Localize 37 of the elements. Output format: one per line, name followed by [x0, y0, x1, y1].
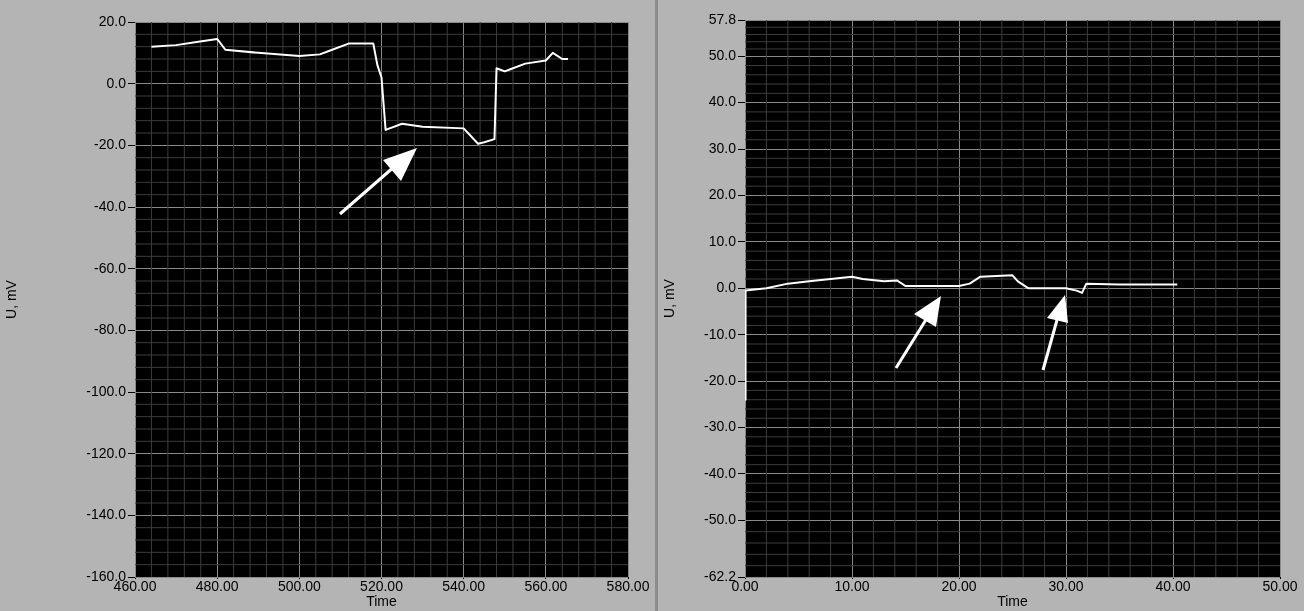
y-tick-label: 20.0	[708, 186, 737, 203]
x-tick-label: 480.00	[195, 578, 239, 595]
y-tick-label: -40.0	[94, 197, 127, 214]
x-tick-label: 20.00	[941, 578, 977, 595]
x-tick-label: 560.00	[524, 578, 568, 595]
y-tick-label: -140.0	[86, 506, 127, 523]
x-tick-label: 0.00	[731, 578, 759, 595]
y-tick-label: -60.0	[94, 259, 127, 276]
x-tick-label: 50.00	[1262, 578, 1298, 595]
x-tick-label: 30.00	[1048, 578, 1084, 595]
y-tick-label: -10.0	[704, 325, 737, 342]
y-tick-label: -100.0	[86, 382, 127, 399]
x-tick-label: 540.00	[442, 578, 486, 595]
y-tick-label: 50.0	[708, 47, 737, 64]
y-tick-label: -50.0	[704, 511, 737, 528]
y-tick-label: 40.0	[708, 93, 737, 110]
y-tick-label: 0.0	[716, 279, 737, 296]
y-tick-label: 0.0	[106, 74, 127, 91]
y-tick-label: -120.0	[86, 444, 127, 461]
y-tick-label: 10.0	[708, 232, 737, 249]
x-tick-label: 40.00	[1155, 578, 1191, 595]
x-tick-label: 520.00	[360, 578, 404, 595]
y-tick-label: 30.0	[708, 139, 737, 156]
y-axis-title: U, mV	[661, 278, 678, 318]
y-tick-label: -30.0	[704, 418, 737, 435]
y-tick-label: -40.0	[704, 464, 737, 481]
y-axis-title: U, mV	[3, 279, 20, 319]
y-tick-label: 57.8	[708, 10, 737, 27]
x-axis-title: Time	[366, 593, 398, 610]
y-tick-label: -80.0	[94, 321, 127, 338]
x-tick-label: 580.00	[606, 578, 650, 595]
y-tick-label: -20.0	[704, 371, 737, 388]
y-tick-label: 20.0	[98, 12, 127, 29]
y-tick-label: -20.0	[94, 136, 127, 153]
x-axis-title: Time	[997, 593, 1029, 610]
x-tick-label: 500.00	[277, 578, 321, 595]
x-tick-label: 10.00	[834, 578, 870, 595]
